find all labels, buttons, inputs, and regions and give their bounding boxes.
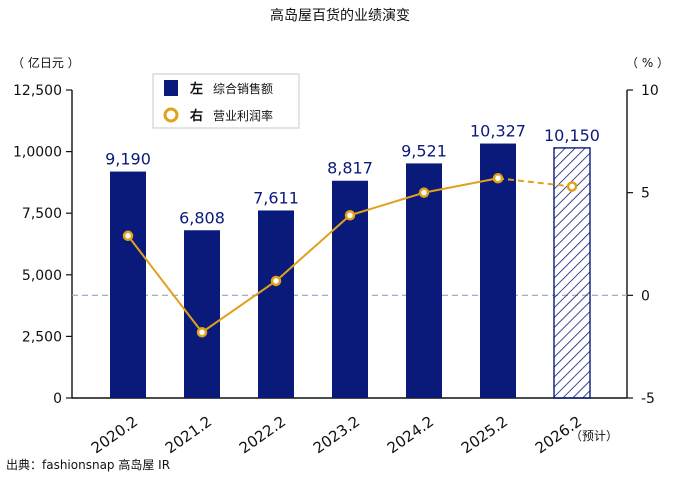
bar-value-label: 7,611 [253, 188, 299, 207]
line-segment [423, 177, 499, 194]
line-point-forecast [566, 181, 578, 192]
right-tick-label: 5 [641, 186, 650, 202]
bar-series [110, 143, 591, 399]
line-series [122, 173, 578, 338]
x-tick-label: 2024.2 [384, 412, 437, 457]
line-segment [127, 235, 203, 333]
legend-line-marker [163, 107, 179, 123]
bar-value-label: 10,327 [470, 122, 526, 141]
bar [258, 210, 294, 398]
bar [110, 171, 146, 398]
left-tick-label: 12,500 [13, 83, 62, 99]
line-point [492, 173, 504, 184]
bar [406, 163, 442, 398]
left-tick-label: 2,500 [22, 329, 62, 345]
right-axis-ticks: -5 0 5 10 [627, 83, 659, 407]
forecast-note: （预计） [570, 429, 618, 443]
right-tick-label: 0 [641, 288, 650, 304]
line-point [122, 230, 134, 242]
bar-value-labels: 9,190 6,808 7,611 8,817 9,521 10,327 10,150 [105, 122, 600, 228]
x-tick-label: 2021.2 [162, 412, 215, 457]
source-note: 出典：fashionsnap 高岛屋 IR [6, 457, 170, 472]
line-segment [201, 280, 277, 334]
bar [184, 230, 220, 398]
x-tick-label: 2023.2 [310, 412, 363, 457]
line-point [196, 327, 208, 338]
bar-value-label: 8,817 [327, 159, 373, 178]
line-segment-forecast [497, 177, 573, 188]
bar-value-label: 9,521 [401, 141, 447, 160]
chart-title: 高岛屋百货的业绩演变 [270, 7, 410, 24]
bar-value-label: 9,190 [105, 150, 151, 169]
left-axis-unit: （ 亿日元 ） [12, 55, 80, 70]
right-tick-label: 10 [641, 83, 659, 99]
line-point [344, 210, 356, 221]
x-tick-label: 2022.2 [236, 412, 289, 457]
bar-value-label: 10,150 [544, 126, 600, 145]
left-tick-label: 5,000 [22, 268, 62, 284]
line-point [418, 187, 430, 198]
legend-bar-axis-tag: 左 [190, 81, 203, 97]
left-tick-label: 1,0000 [13, 145, 62, 161]
legend-bar-label: 综合销售额 [213, 81, 273, 96]
right-tick-label: -5 [641, 391, 655, 407]
x-tick-label: 2025.2 [458, 412, 511, 457]
legend-line-label: 营业利润率 [213, 108, 273, 123]
left-axis-ticks: 0 2,500 5,000 7,500 1,0000 12,500 [13, 83, 72, 407]
line-segment [275, 214, 351, 282]
x-tick-label: 2020.2 [88, 412, 141, 457]
legend: 左 综合销售额 右 营业利润率 [152, 73, 300, 129]
x-axis-labels: 2020.2 2021.2 2022.2 2023.2 2024.2 2025.2 2026… [88, 412, 585, 457]
bar-value-label: 6,808 [179, 208, 225, 227]
legend-bar-swatch [164, 80, 178, 96]
right-axis-unit: （ % ） [626, 56, 669, 70]
left-tick-label: 0 [53, 391, 62, 407]
left-tick-label: 7,500 [22, 206, 62, 222]
line-segment [349, 191, 425, 217]
legend-line-axis-tag: 右 [189, 108, 203, 124]
line-point [270, 275, 282, 287]
bar [480, 143, 516, 398]
